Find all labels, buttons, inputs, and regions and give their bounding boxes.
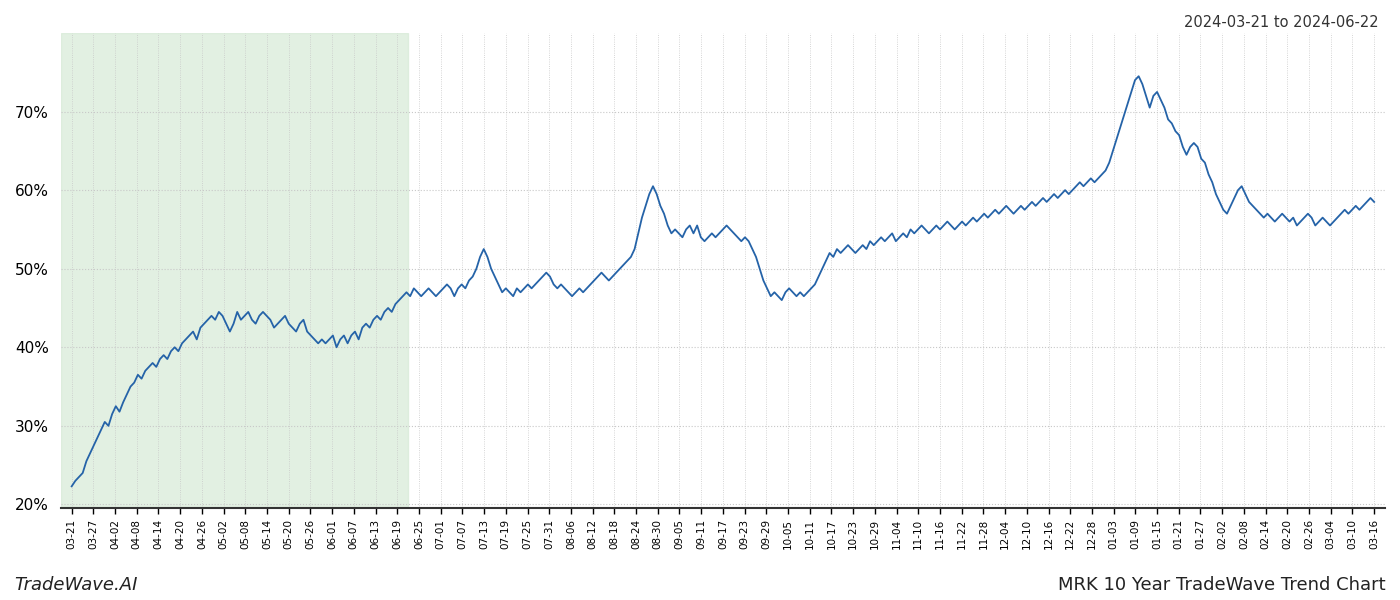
Text: 2024-03-21 to 2024-06-22: 2024-03-21 to 2024-06-22: [1184, 15, 1379, 30]
Text: MRK 10 Year TradeWave Trend Chart: MRK 10 Year TradeWave Trend Chart: [1058, 576, 1386, 594]
Text: TradeWave.AI: TradeWave.AI: [14, 576, 137, 594]
Bar: [60, 33, 409, 508]
